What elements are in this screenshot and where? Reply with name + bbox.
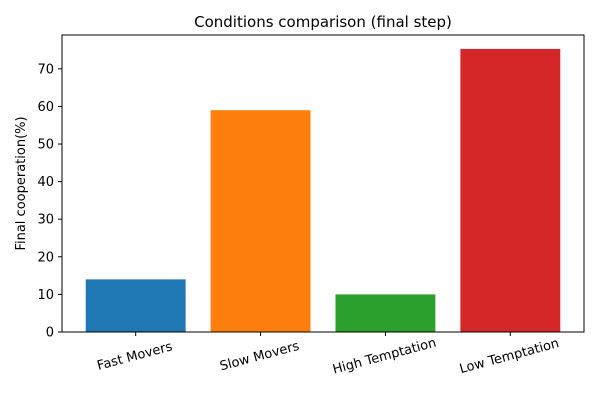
y-axis-label: Final cooperation(%)	[14, 116, 29, 250]
x-tick-label: Fast Movers	[96, 339, 175, 374]
y-tick-label: 20	[37, 250, 54, 265]
y-tick-label: 30	[37, 213, 54, 228]
bar-high-temptation	[335, 294, 436, 332]
bar-low-temptation	[460, 48, 561, 332]
chart-title: Conditions comparison (final step)	[194, 13, 452, 31]
x-tick-label: High Temptation	[331, 336, 438, 378]
y-tick-label: 60	[37, 100, 54, 115]
x-tick-label: Slow Movers	[218, 339, 301, 375]
bar-slow-movers	[210, 110, 311, 332]
y-axis: 0 10 20 30 40 50 60 70	[37, 62, 62, 341]
plot-frame	[61, 34, 585, 333]
y-tick-label: 0	[46, 326, 54, 341]
y-tick-label: 70	[37, 62, 54, 77]
y-tick-label: 40	[37, 175, 54, 190]
bar-fast-movers	[85, 279, 186, 332]
y-tick-label: 50	[37, 138, 54, 153]
bars-group	[85, 48, 561, 332]
x-axis: Fast Movers Slow Movers High Temptation Low…	[96, 332, 561, 378]
y-tick-label: 10	[37, 288, 54, 303]
x-tick-label: Low Temptation	[458, 336, 561, 377]
